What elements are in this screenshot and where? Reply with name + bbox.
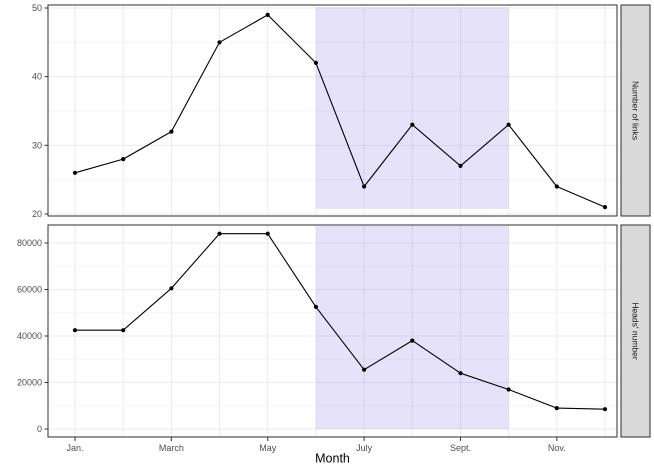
data-point — [554, 406, 559, 411]
data-line — [74, 14, 606, 208]
data-point — [362, 367, 367, 372]
y-tick-label: 0 — [37, 424, 42, 434]
y-tick-label: 20000 — [17, 378, 42, 388]
highlight-region — [315, 7, 509, 209]
data-point — [506, 122, 511, 127]
data-point — [265, 231, 270, 236]
facet-strip-label: Number of links — [631, 81, 641, 140]
x-axis: Jan. March May July Sept. Nov. Month — [66, 437, 566, 466]
data-point — [313, 304, 318, 309]
data-point — [72, 170, 78, 175]
highlight-region — [315, 226, 509, 429]
y-tick-label: 50 — [32, 3, 42, 13]
data-point — [602, 407, 608, 412]
y-tick-label: 40000 — [17, 331, 42, 341]
data-point — [169, 286, 174, 291]
facet-panel-0: 20 30 40 50 Number of links — [32, 3, 651, 219]
y-tick-label: 40 — [32, 72, 42, 82]
data-point — [313, 60, 318, 65]
data-point — [410, 338, 415, 343]
data-point — [554, 184, 559, 189]
x-axis-title: Month — [315, 452, 350, 466]
data-point — [458, 371, 463, 376]
data-point — [72, 328, 78, 333]
panel-border — [47, 224, 618, 438]
data-point — [458, 163, 463, 168]
facet-strip — [620, 224, 651, 438]
x-tick-label: May — [259, 443, 277, 453]
x-tick-label: Sept. — [450, 443, 471, 453]
x-tick-label: Jan. — [66, 443, 83, 453]
data-point — [121, 328, 126, 333]
data-point — [169, 129, 174, 134]
data-point — [217, 231, 222, 236]
panel-background — [48, 225, 617, 437]
data-point — [217, 40, 222, 45]
data-point — [265, 12, 270, 17]
data-point — [410, 122, 415, 127]
data-point — [121, 157, 126, 162]
facet-strip-label: Heads' number — [631, 302, 641, 360]
panel-border — [47, 4, 618, 217]
data-point — [602, 205, 608, 210]
x-tick-label: July — [356, 443, 373, 453]
data-point — [362, 184, 367, 189]
facet-panel-1: 0 20000 40000 60000 80000 Heads' number — [17, 224, 651, 438]
data-line — [75, 233, 606, 410]
y-tick-label: 60000 — [17, 285, 42, 295]
y-tick-label: 30 — [32, 140, 42, 150]
facet-strip — [620, 4, 651, 217]
y-tick-label: 80000 — [17, 238, 42, 248]
x-tick-label: Nov. — [548, 443, 566, 453]
x-tick-label: March — [159, 443, 184, 453]
y-tick-label: 20 — [32, 209, 42, 219]
data-point — [506, 387, 511, 392]
